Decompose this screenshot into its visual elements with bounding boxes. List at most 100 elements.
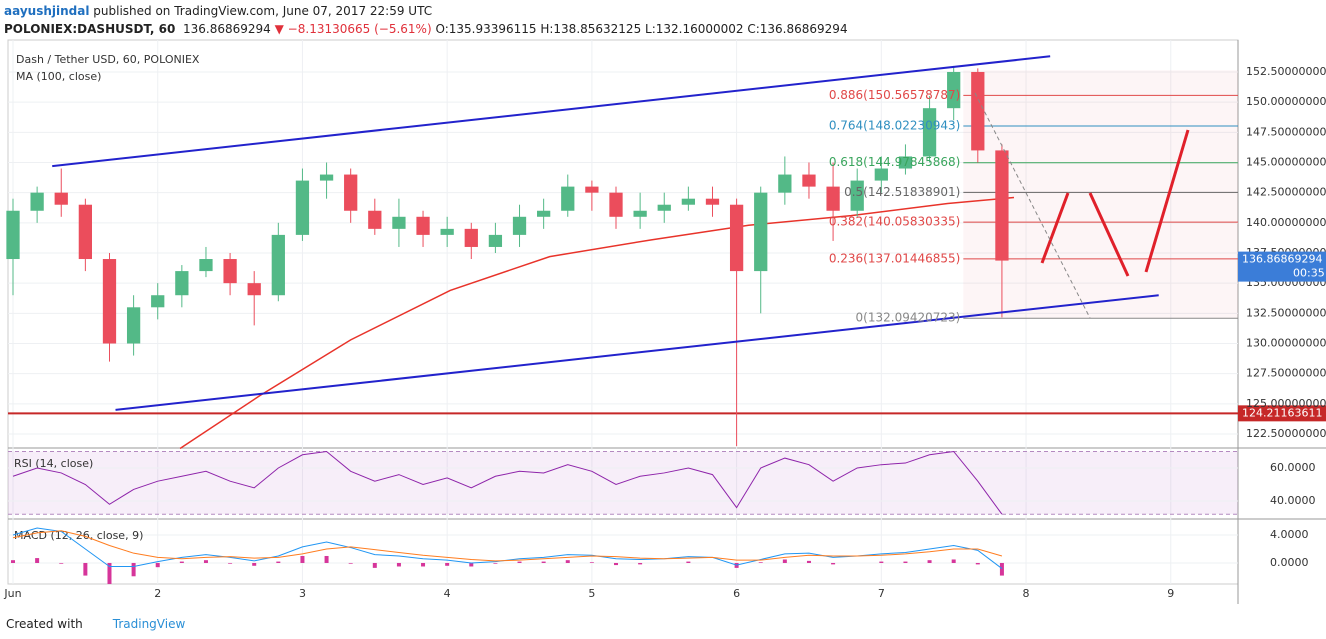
candle-body [681, 198, 695, 205]
macd-hist [638, 562, 643, 565]
candle-body [416, 216, 430, 235]
macd-hist [445, 562, 450, 566]
candle-body [512, 216, 527, 235]
rsi-band [8, 451, 1238, 515]
x-tick-label: 5 [588, 587, 595, 600]
fib-area [963, 70, 1238, 319]
macd-hist [903, 561, 908, 563]
macd-hist [469, 562, 474, 567]
x-tick-label: 8 [1023, 587, 1030, 600]
y-tick-label: 142.50000000 [1246, 186, 1326, 199]
signal-line [12, 530, 1003, 562]
macd-hist [276, 561, 281, 563]
macd-hist [975, 562, 980, 565]
y-tick-label: 145.00000000 [1246, 155, 1326, 168]
macd-hist [396, 562, 401, 567]
last: 136.86869294 [183, 22, 271, 36]
header: aayushjindal published on TradingView.co… [4, 2, 848, 38]
macd-hist [565, 560, 570, 563]
candle-body [175, 271, 189, 296]
x-tick-label: Jun [3, 587, 21, 600]
candle-body [922, 108, 937, 157]
macd-hist [131, 562, 136, 577]
author[interactable]: aayushjindal [4, 4, 90, 18]
projection [1040, 192, 1070, 264]
macd-hist [228, 562, 233, 564]
published: published on TradingView.com, June 07, 2… [93, 4, 433, 18]
x-tick-label: 7 [878, 587, 885, 600]
projection [1088, 192, 1130, 277]
price-tag [1238, 405, 1326, 422]
candle-body [319, 174, 334, 181]
y-tick-label: 150.00000000 [1246, 95, 1326, 108]
y-tick-label: 60.0000 [1270, 461, 1316, 474]
macd-hist [324, 555, 329, 563]
candle-body [392, 216, 406, 229]
projection [1144, 129, 1190, 273]
x-tick-label: 6 [733, 587, 740, 600]
candle-body [874, 168, 888, 181]
candle-body [802, 174, 816, 187]
macd-hist [155, 562, 160, 568]
candle-body [705, 198, 720, 205]
fib-label: 0.5(142.51838901) [844, 185, 960, 199]
candle-body [778, 174, 792, 193]
candle-body [609, 192, 623, 217]
x-tick-label: 9 [1167, 587, 1174, 600]
candle-body [633, 210, 647, 217]
macd-hist [686, 561, 691, 563]
last-price-label: 136.86869294 [1242, 253, 1322, 266]
macd-hist [758, 562, 763, 563]
rsi-line [12, 450, 1003, 515]
macd-hist [927, 560, 932, 563]
macd-hist [179, 561, 184, 563]
y-tick-label: 0.0000 [1270, 556, 1309, 569]
candle-body [995, 150, 1009, 261]
last-price-tag [1238, 251, 1326, 282]
y-tick-label: 127.50000000 [1246, 367, 1326, 380]
candle-body [199, 259, 213, 272]
footer: Created with TradingView [6, 617, 185, 631]
fib-label: 0(132.09420723) [856, 311, 961, 325]
macd-hist [541, 561, 546, 563]
candle-body [271, 234, 285, 296]
macd-hist [59, 562, 64, 564]
y-tick-label: 130.00000000 [1246, 336, 1326, 349]
x-tick-label: 3 [299, 587, 306, 600]
macd-hist [493, 562, 498, 564]
candle-body [971, 71, 985, 151]
macd-hist [589, 562, 594, 563]
candle-body [126, 307, 141, 344]
symbol: POLONIEX:DASHUSDT, 60 [4, 22, 176, 36]
fib-label: 0.886(150.56578787) [829, 88, 961, 102]
header-line: POLONIEX:DASHUSDT, 60 136.86869294 ▼ −8.… [4, 20, 848, 38]
candle-body [898, 156, 913, 169]
candle-body [78, 204, 92, 260]
change: ▼ −8.13130665 (−5.61%) [274, 22, 432, 36]
candle-body [537, 210, 551, 217]
ma-line [179, 196, 1015, 450]
fib-label: 0.764(148.02230943) [829, 119, 961, 133]
ma-legend: MA (100, close) [16, 70, 101, 83]
macd-hist [614, 562, 619, 566]
ohlc: O:135.93396115 H:138.85632125 L:132.1600… [435, 22, 848, 36]
macd-hist [252, 562, 257, 566]
chart-title: Dash / Tether USD, 60, POLONIEX [16, 53, 200, 66]
macd-hist [951, 559, 956, 563]
fib-trend [974, 92, 1091, 319]
brand[interactable]: TradingView [112, 617, 186, 631]
candle-body [561, 186, 575, 211]
candle-body [488, 234, 503, 247]
trendline [115, 294, 1159, 411]
y-tick-label: 40.0000 [1270, 494, 1316, 507]
candle-body [729, 204, 744, 272]
macd-hist [999, 562, 1004, 576]
macd-hist [11, 560, 16, 563]
x-tick-label: 2 [154, 587, 161, 600]
created: Created with [6, 617, 83, 631]
trendline [52, 55, 1051, 168]
y-tick-label: 147.50000000 [1246, 125, 1326, 138]
candle-body [151, 295, 165, 308]
macd-hist [879, 561, 884, 563]
